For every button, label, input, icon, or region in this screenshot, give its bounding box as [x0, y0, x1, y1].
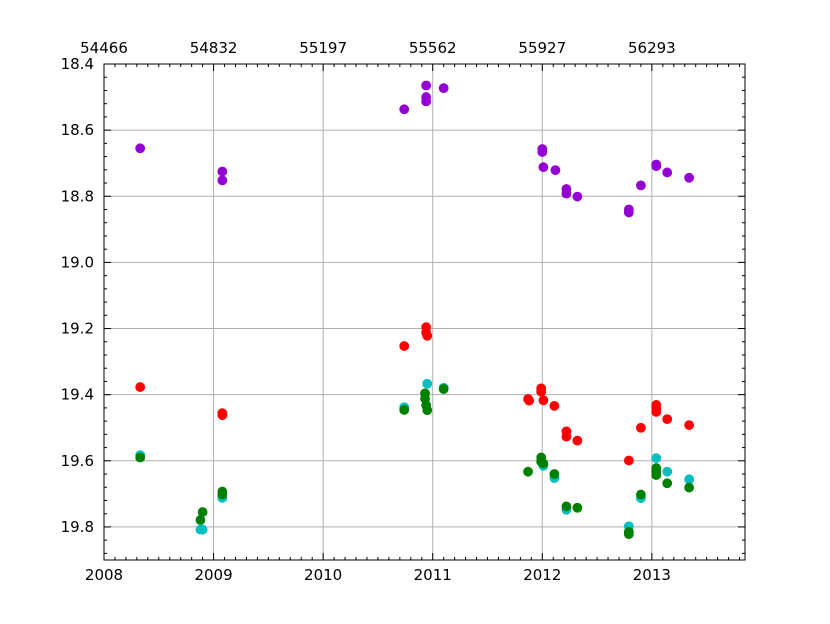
data-point [524, 395, 535, 406]
data-point [684, 474, 695, 485]
data-point [572, 191, 583, 202]
data-point [422, 378, 433, 389]
data-point [623, 207, 634, 218]
data-point [684, 420, 695, 430]
data-point [636, 180, 646, 191]
x-tick-label: 2013 [633, 566, 671, 584]
x-top-tick-label: 56293 [628, 39, 676, 57]
data-point [523, 466, 533, 477]
data-point [217, 489, 228, 500]
data-point [623, 455, 634, 466]
axis-ticks [103, 63, 745, 560]
data-point [538, 395, 549, 406]
data-point [135, 143, 146, 154]
x-tick-label: 2009 [194, 566, 232, 584]
data-point [399, 104, 410, 115]
data-point [636, 422, 646, 433]
data-point [422, 330, 433, 341]
data-point [217, 166, 228, 177]
data-point [662, 466, 673, 477]
data-point [684, 482, 695, 493]
data-point [399, 341, 410, 351]
x-top-tick-label: 55562 [409, 39, 457, 57]
data-point [549, 469, 560, 479]
x-top-tick-label: 54832 [190, 39, 238, 57]
data-point [561, 188, 572, 199]
data-point [421, 96, 432, 107]
data-point [438, 83, 449, 94]
data-point [651, 453, 662, 464]
data-point [197, 507, 208, 517]
data-points [135, 80, 695, 540]
data-point [217, 175, 228, 186]
data-point [561, 431, 572, 442]
plot-frame [103, 63, 746, 561]
plot-area [104, 64, 745, 560]
data-point [623, 529, 634, 540]
data-point [197, 524, 208, 535]
data-point [572, 502, 583, 513]
tick-labels: 2008 2009 2010 2011 2012 2013 54466 54832 55197 5… [61, 39, 676, 584]
data-point [422, 405, 433, 416]
x-tick-label: 2011 [414, 566, 452, 584]
data-point [549, 401, 560, 411]
data-point [135, 382, 146, 392]
data-point [662, 414, 673, 425]
data-point [536, 386, 547, 397]
y-tick-label: 19.2 [61, 320, 94, 338]
x-top-tick-label: 55197 [299, 39, 347, 57]
y-tick-label: 18.4 [61, 55, 94, 73]
data-point [651, 406, 662, 417]
x-tick-label: 2012 [523, 566, 561, 584]
data-point [550, 165, 561, 176]
y-tick-label: 19.0 [61, 253, 94, 271]
y-tick-label: 19.4 [61, 386, 94, 404]
data-point [538, 458, 549, 469]
y-tick-label: 18.6 [61, 121, 94, 139]
data-point [421, 80, 432, 91]
data-point [537, 147, 548, 157]
data-point [662, 478, 673, 489]
data-point [399, 404, 410, 415]
data-point [651, 161, 662, 172]
x-top-tick-label: 55927 [518, 39, 566, 57]
data-point [662, 167, 673, 178]
data-point [561, 501, 572, 512]
x-tick-label: 2008 [85, 566, 123, 584]
data-point [135, 452, 146, 463]
data-point [572, 435, 583, 446]
data-point [651, 470, 662, 480]
data-point [538, 162, 549, 173]
data-point [217, 410, 228, 421]
data-point [636, 489, 646, 500]
data-point [684, 172, 695, 183]
x-top-tick-label: 54466 [80, 39, 128, 57]
y-tick-label: 18.8 [61, 187, 94, 205]
x-tick-label: 2010 [304, 566, 342, 584]
data-point [438, 384, 449, 394]
y-tick-label: 19.8 [61, 518, 94, 536]
y-tick-label: 19.6 [61, 452, 94, 470]
